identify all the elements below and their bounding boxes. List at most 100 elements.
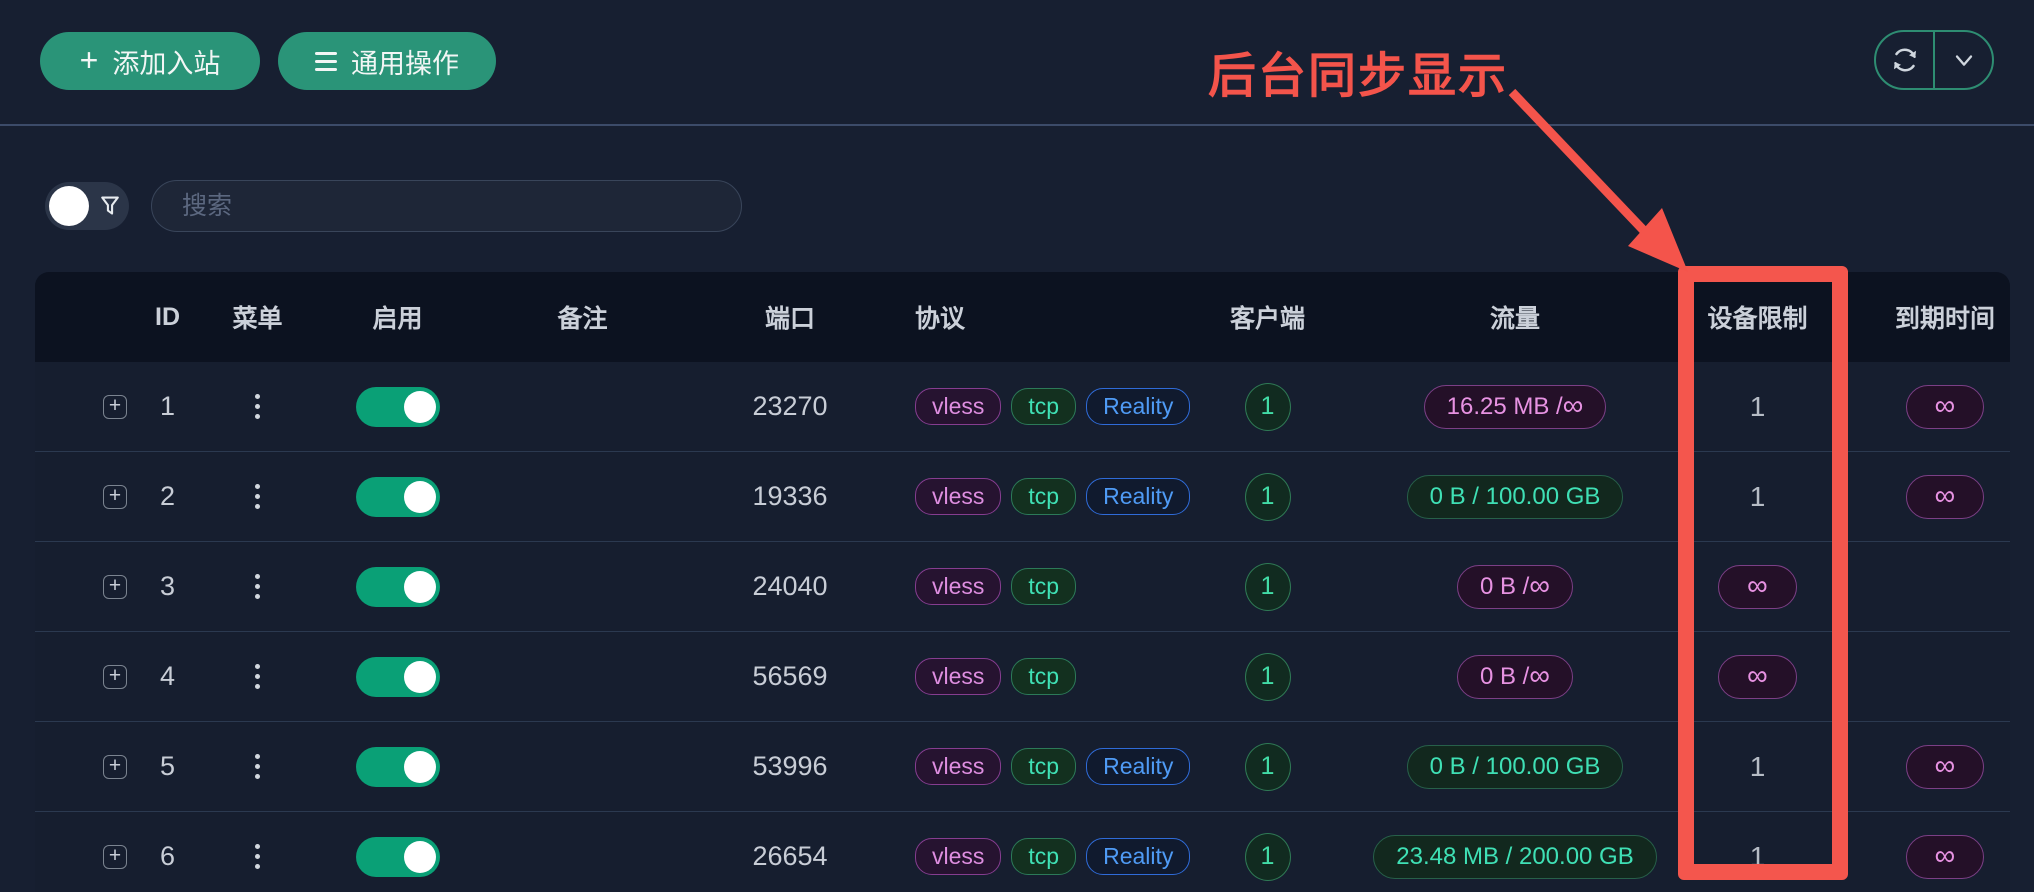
device-limit-cell: ∞: [1690, 564, 1825, 609]
protocol-tag-tcp: tcp: [1011, 657, 1077, 696]
protocol-tag-vless: vless: [915, 657, 1002, 696]
column-header-traffic: 流量: [1489, 305, 1540, 333]
device-limit-cell: 1: [1690, 481, 1825, 513]
menu-bars-icon: [315, 51, 337, 71]
row-port: 26654: [752, 841, 828, 871]
refresh-button[interactable]: [1876, 32, 1933, 88]
table-body: + 1 23270 vless tcp Reality 1 16.25 MB / ∞…: [35, 362, 2010, 892]
kebab-menu-icon[interactable]: [249, 568, 266, 605]
expiry-cell: ∞: [1825, 834, 2010, 879]
toggle-knob: [403, 840, 436, 873]
protocol-tag-tcp: tcp: [1011, 387, 1077, 426]
filter-toggle-knob: [49, 186, 89, 226]
column-header-client: 客户端: [1229, 305, 1305, 333]
expand-row-button[interactable]: +: [103, 664, 127, 689]
column-header-expiry: 到期时间: [1894, 305, 1995, 333]
funnel-icon: [97, 193, 123, 219]
plus-icon: +: [79, 41, 99, 78]
column-header-port: 端口: [764, 305, 815, 333]
expiry-badge: ∞: [1905, 384, 1985, 429]
enable-toggle[interactable]: [355, 566, 440, 607]
row-id: 6: [159, 841, 176, 871]
filter-toggle[interactable]: [45, 182, 129, 230]
client-count-badge: 1: [1244, 652, 1291, 701]
row-id: 3: [159, 571, 176, 601]
enable-toggle[interactable]: [355, 386, 440, 427]
expand-row-button[interactable]: +: [103, 754, 127, 779]
enable-toggle[interactable]: [355, 746, 440, 787]
row-protocols: vless tcp: [890, 567, 1195, 606]
device-limit-value: 1: [1749, 840, 1766, 872]
client-count-badge: 1: [1244, 562, 1291, 611]
column-header-device-limit: 设备限制: [1707, 305, 1808, 333]
expiry-badge: ∞: [1905, 834, 1985, 879]
expand-row-button[interactable]: +: [103, 574, 127, 599]
column-header-id: ID: [155, 302, 180, 331]
expand-row-button[interactable]: +: [103, 484, 127, 509]
enable-toggle[interactable]: [355, 476, 440, 517]
expand-row-button[interactable]: +: [103, 844, 127, 869]
protocol-tag-tcp: tcp: [1011, 837, 1077, 876]
client-count-badge: 1: [1244, 832, 1291, 881]
device-limit-value: 1: [1749, 480, 1766, 512]
protocol-tag-tcp: tcp: [1011, 567, 1077, 606]
row-protocols: vless tcp: [890, 657, 1195, 696]
client-count-badge: 1: [1244, 742, 1291, 791]
column-header-remark: 备注: [557, 305, 608, 333]
expiry-cell: ∞: [1825, 474, 2010, 519]
row-id: 4: [159, 661, 176, 691]
inbounds-table: ID 菜单 启用 备注 端口 协议 客户端 流量 设备限制 到期时间 + 1 2…: [35, 272, 2010, 892]
device-limit-badge: ∞: [1718, 654, 1797, 699]
general-operations-button[interactable]: 通用操作: [278, 32, 496, 90]
row-protocols: vless tcp Reality: [890, 387, 1195, 426]
device-limit-cell: 1: [1690, 751, 1825, 783]
row-id: 1: [159, 391, 176, 421]
kebab-menu-icon[interactable]: [249, 838, 266, 875]
enable-toggle[interactable]: [355, 656, 440, 697]
protocol-tag-reality: Reality: [1086, 837, 1191, 876]
protocol-tag-vless: vless: [915, 477, 1002, 516]
toggle-knob: [403, 480, 436, 513]
protocol-tag-tcp: tcp: [1011, 477, 1077, 516]
protocol-tag-tcp: tcp: [1011, 747, 1077, 786]
traffic-badge: 0 B / 100.00 GB: [1406, 474, 1624, 519]
expiry-cell: ∞: [1825, 744, 2010, 789]
traffic-badge: 0 B / ∞: [1456, 564, 1574, 609]
protocol-tag-vless: vless: [915, 747, 1002, 786]
device-limit-cell: 1: [1690, 841, 1825, 873]
row-protocols: vless tcp Reality: [890, 747, 1195, 786]
row-protocols: vless tcp Reality: [890, 837, 1195, 876]
row-port: 19336: [752, 481, 828, 511]
protocol-tag-reality: Reality: [1086, 387, 1191, 426]
device-limit-value: 1: [1749, 390, 1766, 422]
protocol-tag-vless: vless: [915, 387, 1002, 426]
kebab-menu-icon[interactable]: [249, 748, 266, 785]
traffic-badge: 0 B / ∞: [1456, 654, 1574, 699]
protocol-tag-vless: vless: [915, 567, 1002, 606]
toolbar: + 添加入站 通用操作: [0, 0, 2034, 126]
chevron-down-icon: [1955, 55, 1972, 66]
row-port: 24040: [752, 571, 828, 601]
row-port: 56569: [752, 661, 828, 691]
kebab-menu-icon[interactable]: [249, 478, 266, 515]
add-inbound-button[interactable]: + 添加入站: [40, 32, 260, 90]
table-row: + 3 24040 vless tcp 1 0 B / ∞ ∞: [35, 542, 2010, 632]
row-protocols: vless tcp Reality: [890, 477, 1195, 516]
row-id: 2: [159, 481, 176, 511]
client-count-badge: 1: [1244, 382, 1291, 431]
toggle-knob: [403, 390, 436, 423]
traffic-badge: 0 B / 100.00 GB: [1406, 744, 1624, 789]
enable-toggle[interactable]: [355, 836, 440, 877]
kebab-menu-icon[interactable]: [249, 388, 266, 425]
refresh-dropdown-button[interactable]: [1933, 32, 1992, 88]
device-limit-cell: 1: [1690, 391, 1825, 423]
column-header-protocol: 协议: [915, 305, 966, 333]
table-row: + 6 26654 vless tcp Reality 1 23.48 MB / 2…: [35, 812, 2010, 892]
kebab-menu-icon[interactable]: [249, 658, 266, 695]
table-row: + 1 23270 vless tcp Reality 1 16.25 MB / ∞…: [35, 362, 2010, 452]
toggle-knob: [403, 660, 436, 693]
toggle-knob: [403, 570, 436, 603]
search-input[interactable]: [151, 180, 742, 232]
toggle-knob: [403, 750, 436, 783]
expand-row-button[interactable]: +: [103, 394, 127, 419]
